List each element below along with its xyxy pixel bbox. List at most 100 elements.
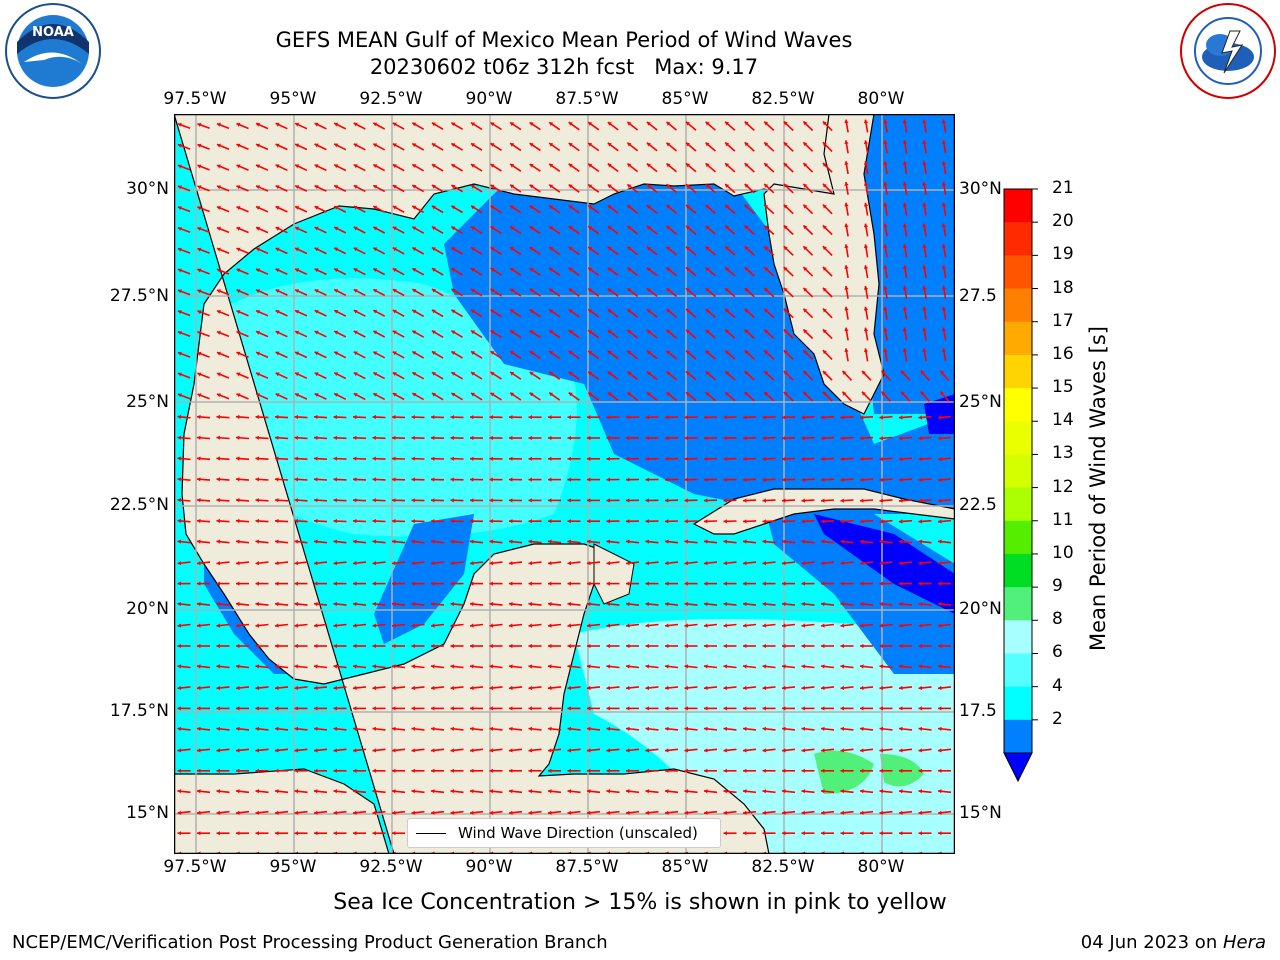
wave-direction-arrowhead [236,122,241,127]
wave-direction-arrowhead [899,456,903,462]
wave-direction-arrowhead [922,140,927,145]
wave-direction-arrowhead [588,184,593,189]
wave-direction-arrowhead [177,561,182,566]
wave-direction-arrowhead [510,372,515,376]
wave-direction-arrowhead [587,643,591,649]
wave-direction-arrowhead [863,286,869,290]
wave-direction-arrowhead [723,768,727,773]
lat-tick-left: 22.5°N [109,495,169,515]
wave-direction-arrowhead [490,288,495,293]
wave-direction-arrowhead [177,748,182,753]
wave-direction-arrowhead [567,748,572,753]
wave-direction-arrowhead [822,121,827,126]
wave-direction-arrowhead [197,456,201,461]
wave-direction-arrowhead [899,789,903,794]
lon-tick-bottom: 90°W [465,857,513,877]
wave-direction-arrowhead [840,601,845,607]
wave-direction-arrowhead [922,265,927,269]
wave-direction-arrowhead [645,623,650,628]
wave-direction-arrowhead [725,308,730,313]
wave-direction-arrowhead [392,810,396,815]
lon-tick-top: 80°W [857,89,905,109]
wave-direction-arrowhead [899,601,903,607]
wave-direction-arrowhead [177,831,181,836]
wave-direction-arrowhead [840,831,844,836]
wave-direction-arrowhead [392,601,396,607]
wave-direction-arrowhead [883,119,888,124]
wave-direction-arrowhead [568,143,573,147]
wave-direction-arrowhead [782,436,786,441]
footer-left: NCEP/EMC/Verification Post Processing Pr… [12,932,608,953]
land-florida [763,114,885,415]
wave-direction-arrowhead [941,182,947,186]
wave-direction-arrowhead [217,122,221,127]
wave-direction-arrowhead [938,561,942,566]
wave-direction-arrowhead [392,122,397,127]
wave-direction-arrowhead [236,623,240,628]
lon-tick-bottom: 82.5°W [751,857,815,877]
wave-direction-arrowhead [255,706,259,711]
wave-direction-arrowhead [510,164,515,168]
wave-direction-arrowhead [686,184,690,188]
wave-direction-arrowhead [764,121,769,126]
wave-direction-arrowhead [587,789,591,794]
wave-direction-arrowhead [295,289,300,293]
wave-direction-arrowhead [470,623,474,628]
wave-direction-arrowhead [216,435,220,440]
wave-direction-arrowhead [705,329,710,334]
colorbar-segment [1004,553,1032,588]
wave-direction-arrowhead [529,288,534,293]
wave-direction-arrowhead [392,143,397,148]
wave-direction-arrowhead [665,768,669,773]
wave-direction-arrowhead [762,415,766,420]
wave-direction-arrowhead [587,706,591,711]
wave-direction-arrowhead [743,706,747,711]
wave-direction-arrowhead [392,768,396,773]
wave-direction-arrowhead [704,498,708,503]
wave-direction-arrowhead [353,643,357,649]
wave-direction-arrowhead [431,289,436,293]
wave-direction-arrowhead [918,768,922,773]
wave-direction-arrowhead [412,330,417,335]
wave-direction-arrowhead [217,185,221,190]
wave-direction-arrowhead [255,477,259,482]
wave-direction-arrowhead [627,267,632,272]
wave-direction-arrowhead [607,122,612,126]
wave-direction-arrowhead [392,561,396,566]
wave-direction-arrowhead [606,706,610,711]
wave-direction-arrowhead [587,748,591,753]
wave-direction-arrowhead [353,810,357,815]
wave-direction-arrowhead [686,205,690,209]
wave-direction-arrowhead [490,392,495,397]
wave-direction-arrowhead [860,436,864,441]
wave-direction-arrowhead [626,789,630,794]
wave-direction-arrowhead [899,581,903,586]
wave-direction-arrowhead [567,768,571,773]
wave-direction-arrowhead [666,142,671,147]
wave-direction-arrowhead [899,664,903,669]
wave-zone-4to6 [214,278,577,537]
wave-direction-arrowhead [743,415,747,420]
wave-direction-arrowhead [684,415,688,420]
wave-direction-arrowhead [941,202,947,207]
wave-direction-arrowhead [762,519,766,524]
wave-direction-arrowhead [821,810,825,815]
wave-direction-arrowhead [762,748,767,753]
wave-direction-arrowhead [411,581,415,586]
wave-direction-arrowhead [607,267,612,272]
wave-direction-arrowhead [783,391,788,396]
wave-direction-arrowhead [255,685,260,691]
wave-direction-arrowhead [879,456,883,462]
wave-direction-arrowhead [392,372,397,376]
wave-direction-arrowhead [236,289,241,294]
wave-direction-arrowhead [567,643,571,649]
wave-direction-arrowhead [764,225,769,230]
wave-direction-arrowhead [860,498,864,503]
wave-direction-arrowhead [333,581,337,586]
wave-direction-arrowhead [743,748,747,753]
wave-direction-arrowhead [373,205,378,210]
wave-direction-arrowhead [275,372,280,377]
wave-direction-arrowhead [294,539,299,544]
wave-direction-arrowhead [372,477,376,482]
wave-direction-arrowhead [275,706,279,711]
